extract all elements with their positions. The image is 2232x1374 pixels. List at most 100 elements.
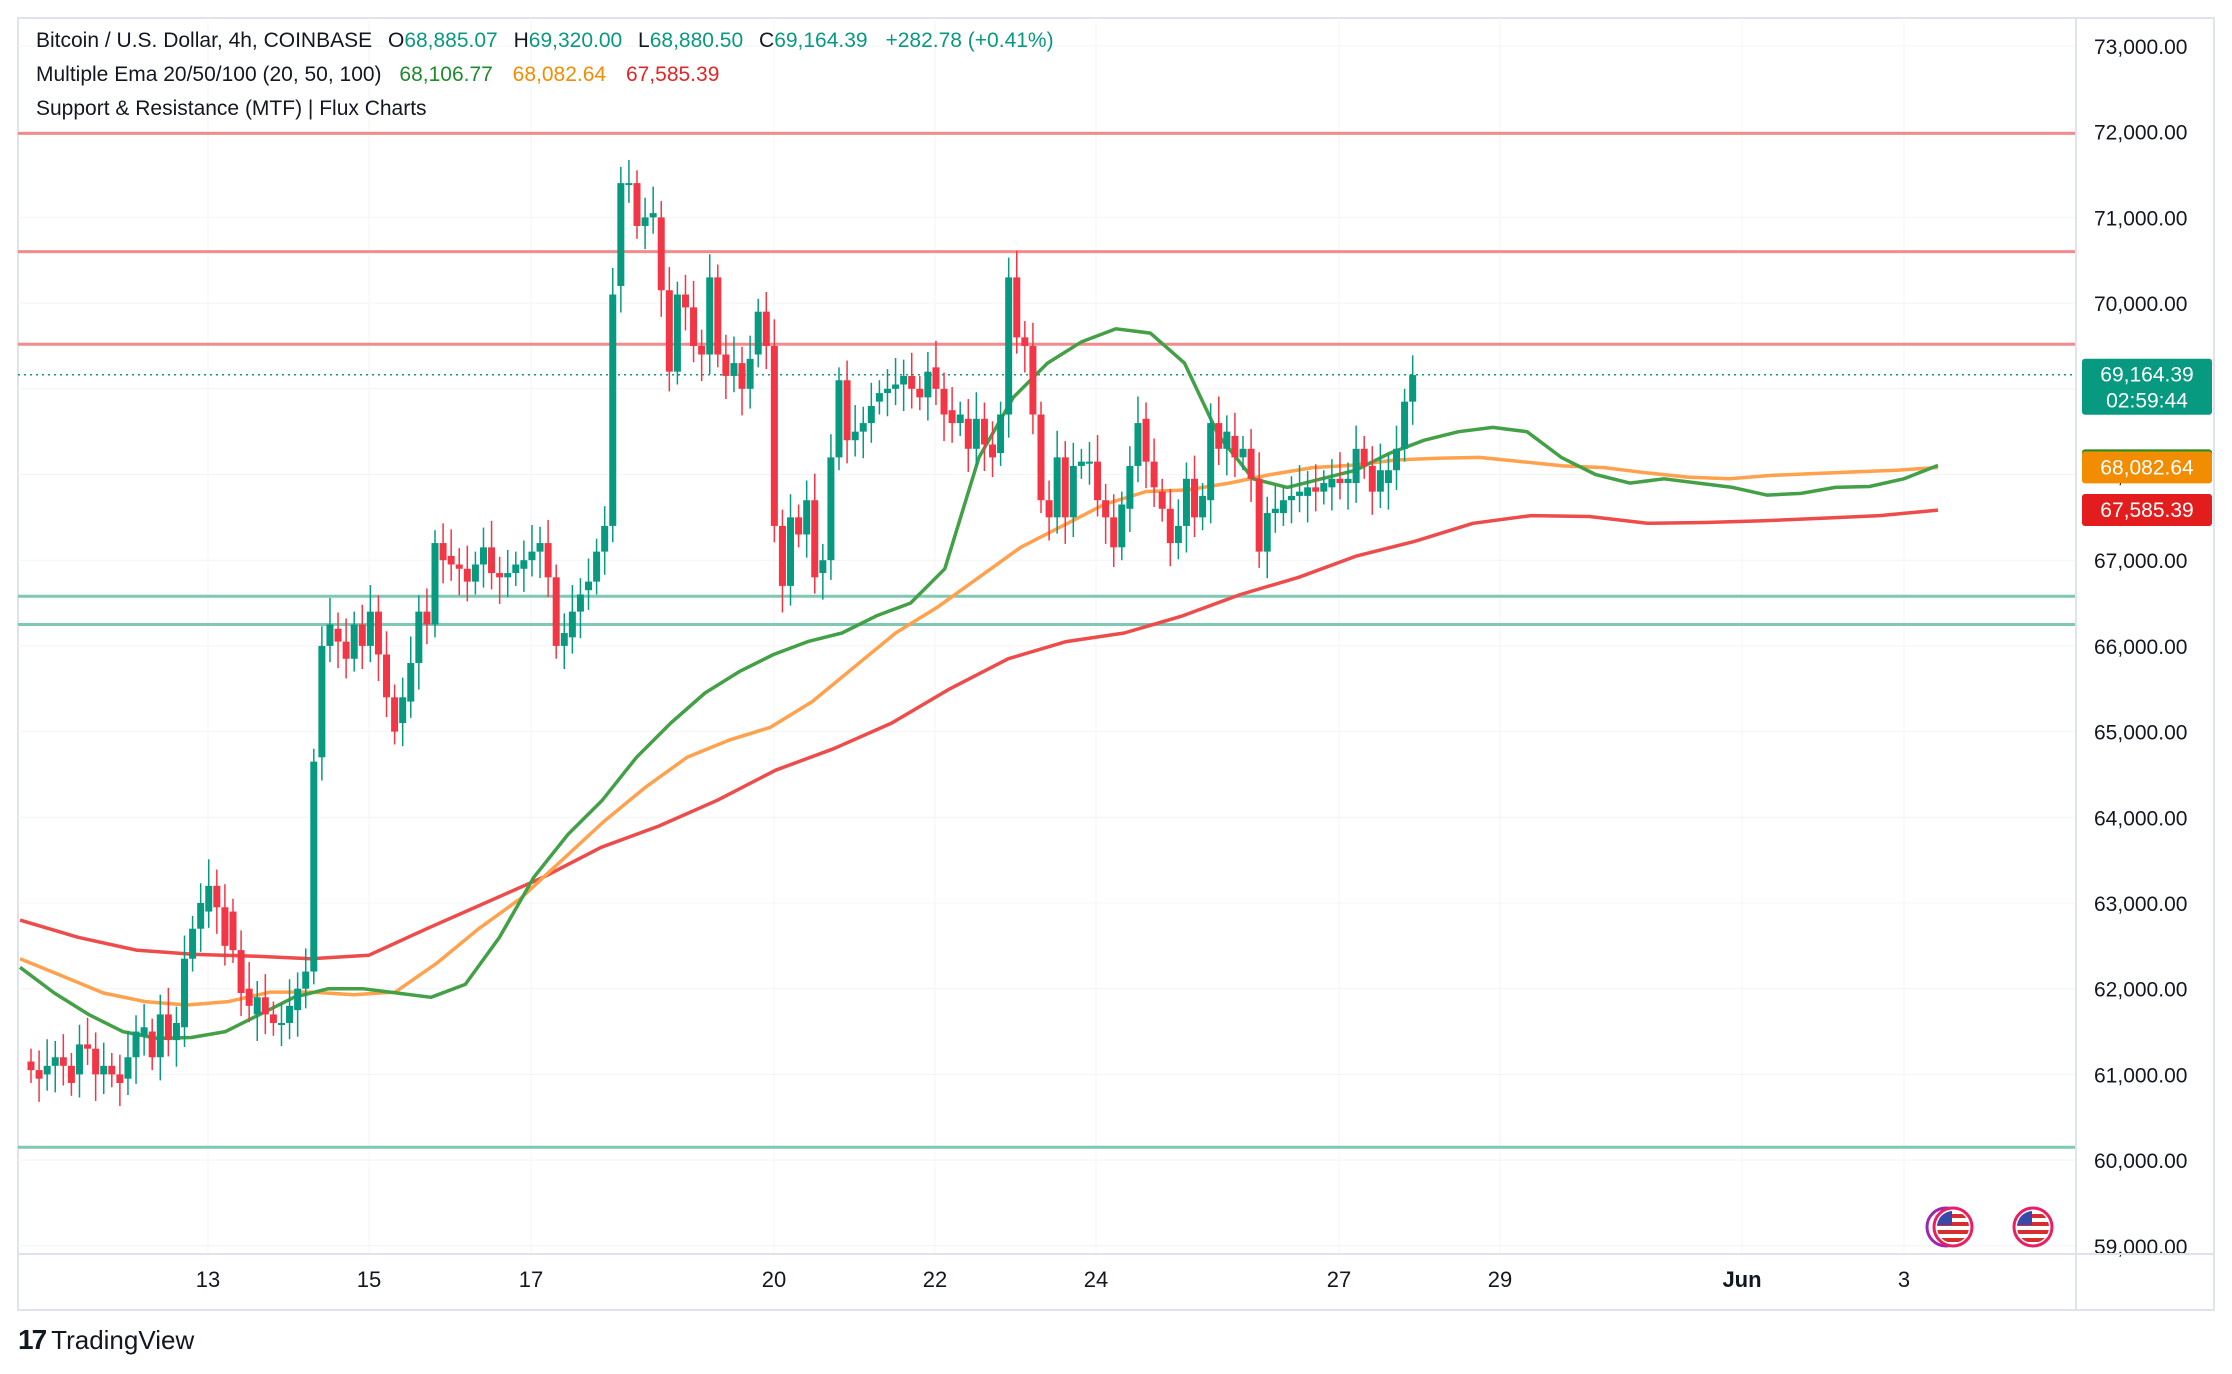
candle bbox=[851, 405, 859, 457]
price-label-text: 69,164.39 bbox=[2100, 364, 2193, 387]
y-tick-label: 65,000.00 bbox=[2094, 722, 2187, 745]
x-tick-label: 17 bbox=[519, 1267, 543, 1292]
candle bbox=[277, 1003, 285, 1047]
candle bbox=[1352, 425, 1360, 503]
candle bbox=[827, 434, 835, 580]
countdown-text: 02:59:44 bbox=[2106, 390, 2188, 413]
tradingview-brand[interactable]: 17 TradingView bbox=[18, 1324, 194, 1356]
candle bbox=[1037, 401, 1045, 514]
x-tick-label: 22 bbox=[923, 1267, 947, 1292]
candle bbox=[770, 319, 778, 543]
ema-indicator-title: Multiple Ema 20/50/100 (20, 50, 100) bbox=[36, 63, 382, 86]
price-change: +282.78 (+0.41%) bbox=[885, 29, 1054, 52]
candle bbox=[908, 352, 916, 409]
close-label: C bbox=[759, 29, 775, 52]
x-tick-label: 20 bbox=[762, 1267, 786, 1292]
candle bbox=[294, 972, 302, 1037]
us-flag-icon[interactable] bbox=[2012, 1206, 2054, 1248]
time-axis[interactable]: 13 15 17 20 22 24 27 29 Jun 3 bbox=[196, 1267, 1910, 1292]
economic-events[interactable] bbox=[1925, 1206, 2054, 1248]
us-flag-icon[interactable] bbox=[1925, 1206, 1974, 1248]
candle bbox=[730, 336, 738, 393]
candle bbox=[1077, 448, 1085, 479]
candle bbox=[302, 948, 310, 1009]
candle bbox=[108, 1052, 116, 1088]
symbol-title[interactable]: Bitcoin / U.S. Dollar, 4h, COINBASE bbox=[36, 29, 373, 52]
candle bbox=[633, 170, 641, 239]
candle bbox=[383, 631, 391, 718]
candle bbox=[148, 1018, 156, 1071]
candle bbox=[1029, 322, 1037, 435]
candle bbox=[479, 527, 487, 588]
candle bbox=[1085, 441, 1093, 485]
candle bbox=[924, 351, 932, 421]
candle bbox=[43, 1039, 51, 1091]
candle bbox=[1182, 462, 1190, 553]
x-tick-label: 29 bbox=[1488, 1267, 1512, 1292]
price-label: 68,082.64 bbox=[2082, 451, 2212, 484]
candle bbox=[754, 298, 762, 368]
candle bbox=[431, 530, 439, 638]
candle bbox=[819, 543, 827, 600]
candle bbox=[140, 1004, 148, 1056]
y-tick-label: 64,000.00 bbox=[2094, 807, 2187, 830]
candle bbox=[1166, 489, 1174, 567]
x-tick-label: 15 bbox=[357, 1267, 381, 1292]
candle bbox=[326, 597, 334, 663]
candle bbox=[681, 274, 689, 331]
sr-row[interactable]: Support & Resistance (MTF) | Flux Charts bbox=[36, 92, 1054, 126]
candle bbox=[100, 1042, 108, 1095]
candle bbox=[568, 585, 576, 654]
candle bbox=[156, 994, 164, 1081]
candle bbox=[1199, 483, 1207, 531]
candle bbox=[698, 329, 706, 382]
candle bbox=[1174, 499, 1182, 560]
ema-row[interactable]: Multiple Ema 20/50/100 (20, 50, 100) 68,… bbox=[36, 58, 1054, 92]
candle bbox=[1360, 435, 1368, 479]
candle bbox=[601, 506, 609, 575]
ema-lines bbox=[18, 327, 1939, 1041]
candle bbox=[1320, 470, 1328, 505]
candle bbox=[1231, 412, 1239, 478]
candle bbox=[956, 401, 964, 436]
candle bbox=[164, 987, 172, 1057]
price-label: 67,585.39 bbox=[2082, 494, 2212, 527]
candle bbox=[972, 392, 980, 466]
candle bbox=[1118, 491, 1126, 561]
candle bbox=[875, 380, 883, 415]
candle bbox=[488, 520, 496, 590]
candle bbox=[463, 545, 471, 602]
candle bbox=[245, 962, 253, 1023]
candle bbox=[116, 1054, 124, 1107]
candle bbox=[1126, 446, 1134, 532]
y-tick-label: 71,000.00 bbox=[2094, 207, 2187, 230]
candle bbox=[181, 935, 189, 1047]
candle bbox=[1271, 485, 1279, 533]
candle bbox=[1247, 429, 1255, 502]
candle bbox=[1061, 441, 1069, 544]
candle bbox=[690, 280, 698, 363]
symbol-row: Bitcoin / U.S. Dollar, 4h, COINBASE O68,… bbox=[36, 24, 1054, 58]
price-axis[interactable]: 59,000.00 60,000.00 61,000.00 62,000.00 63,0… bbox=[18, 18, 2214, 1310]
price-labels: 69,164.3902:59:4468,106.7768,082.6467,58… bbox=[2082, 358, 2212, 527]
candle bbox=[1344, 462, 1352, 510]
candle bbox=[1134, 396, 1142, 483]
candle bbox=[1150, 438, 1158, 508]
candlesticks bbox=[27, 159, 1417, 1107]
candle bbox=[536, 526, 544, 579]
candle bbox=[124, 1030, 132, 1095]
candle bbox=[172, 1006, 180, 1067]
candle bbox=[1191, 455, 1199, 538]
candle bbox=[197, 883, 205, 952]
candle bbox=[415, 595, 423, 690]
x-tick-label: 27 bbox=[1327, 1267, 1351, 1292]
candle bbox=[253, 980, 261, 1041]
y-tick-label: 62,000.00 bbox=[2094, 979, 2187, 1002]
candle bbox=[778, 509, 786, 613]
candle bbox=[496, 556, 504, 604]
candle bbox=[964, 399, 972, 472]
candle bbox=[374, 595, 382, 682]
candle bbox=[1013, 250, 1021, 354]
y-tick-label: 63,000.00 bbox=[2094, 893, 2187, 916]
